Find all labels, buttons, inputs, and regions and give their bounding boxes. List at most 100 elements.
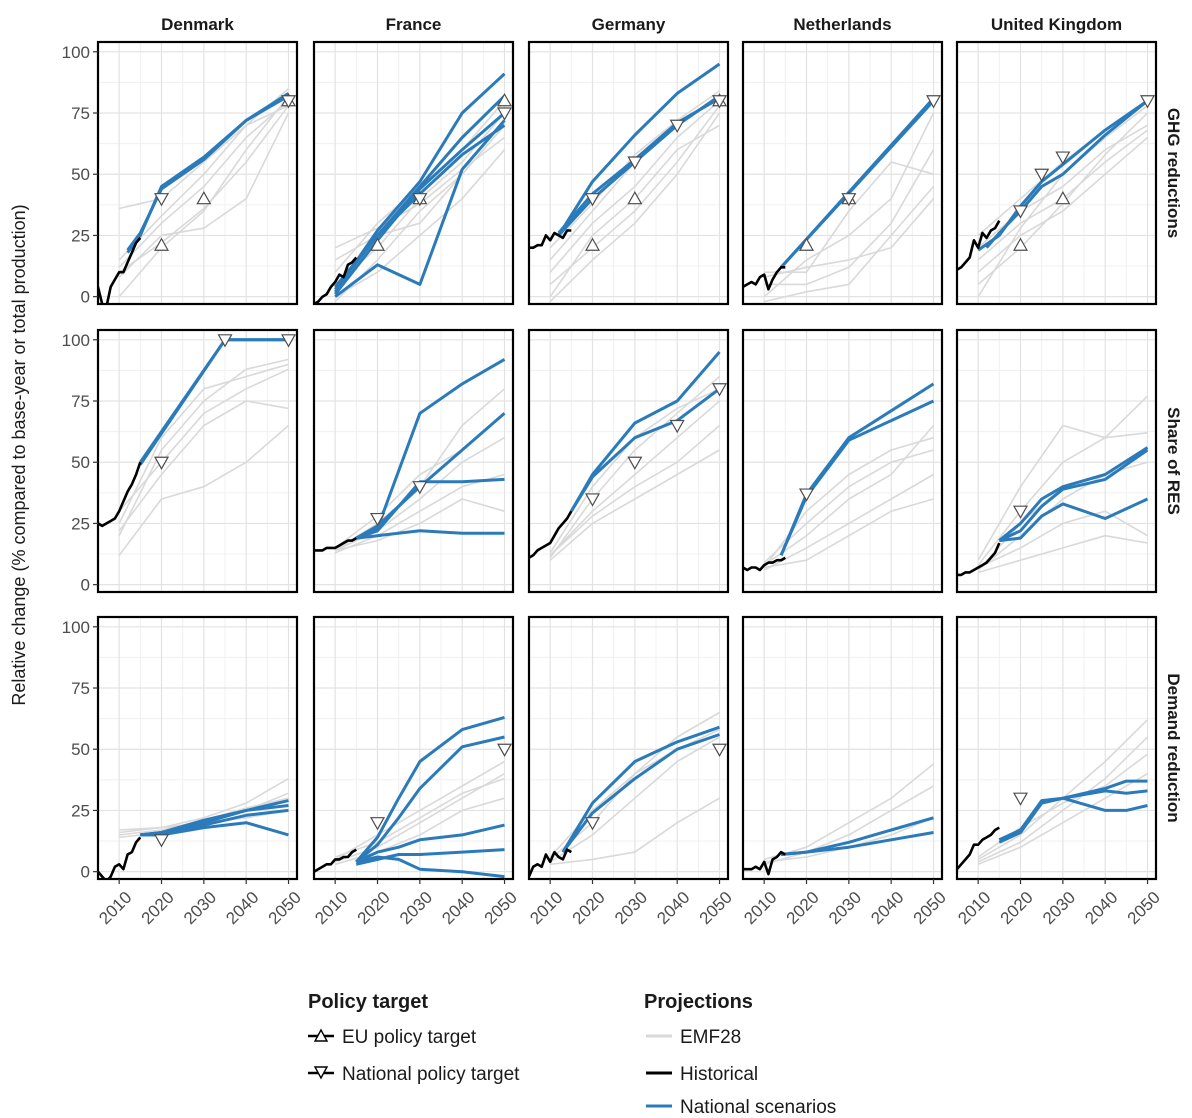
panel-background	[314, 42, 513, 304]
national-scenario-line	[355, 823, 505, 864]
legend-title-policy: Policy target	[308, 991, 428, 1013]
national-scenario-line	[355, 735, 505, 864]
y-tick-label: 25	[71, 801, 90, 820]
column-title-denmark: Denmark	[161, 15, 234, 34]
x-tick-label: 2040	[1081, 888, 1121, 928]
panel-france-ghg-reductions	[312, 40, 515, 306]
row-title-ghg-reductions: GHG reductions	[1164, 108, 1183, 238]
national-scenario-line	[561, 725, 720, 853]
emf28-line	[763, 449, 934, 564]
emf28-line	[118, 368, 289, 512]
x-tick-label: 2030	[1039, 888, 1079, 928]
national-target-marker	[412, 193, 428, 207]
historical-line	[743, 556, 786, 572]
panel-background	[529, 42, 728, 304]
national-target-marker	[712, 743, 728, 757]
national-scenario-line	[355, 715, 505, 863]
panel-border	[527, 40, 730, 306]
legend-label-national-scenarios: National scenarios	[680, 1097, 836, 1118]
panel-germany-ghg-reductions	[527, 40, 730, 306]
emf28-line	[118, 363, 289, 524]
panel-series	[529, 351, 721, 561]
national-scenario-line	[356, 529, 505, 540]
panel-border	[955, 615, 1158, 881]
national-scenario-line	[557, 62, 721, 237]
y-axis-label: Relative change (% compared to base-year…	[9, 204, 29, 705]
historical-line	[743, 850, 786, 876]
x-tick-label: 2040	[653, 888, 693, 928]
national-scenario-line	[998, 448, 1149, 542]
eu-target-marker	[1012, 237, 1029, 251]
y-tick-label: 75	[71, 392, 90, 411]
national-target-marker	[841, 193, 857, 207]
panel-series	[98, 87, 290, 304]
national-target-marker	[669, 119, 685, 133]
column-title-united-kingdom: United Kingdom	[991, 15, 1122, 34]
x-tick-label: 2010	[95, 888, 135, 928]
national-target-marker	[1012, 205, 1029, 219]
panel-border	[96, 615, 299, 881]
national-target-marker	[712, 95, 728, 109]
x-tick-label: 2020	[354, 888, 394, 928]
emf28-line	[763, 785, 934, 866]
emf28-line	[977, 534, 1148, 574]
emf28-line	[549, 736, 720, 863]
historical-line	[98, 836, 142, 879]
panel-denmark-demand-reduction: 0 25 50 75 100 2010 2020 2030 2040 2050	[62, 615, 305, 928]
panel-series	[529, 711, 720, 878]
y-tick-label: 50	[71, 165, 90, 184]
emf28-line	[764, 498, 934, 569]
x-tick-label: 2040	[867, 888, 907, 928]
column-title-france: France	[386, 15, 442, 34]
national-target-marker	[584, 193, 601, 207]
national-target-marker	[153, 193, 170, 207]
national-target-marker	[281, 95, 297, 109]
emf28-line	[549, 105, 721, 286]
national-target-marker	[712, 383, 728, 397]
legend-label-national-target: National policy target	[342, 1064, 520, 1085]
column-title-netherlands: Netherlands	[793, 15, 891, 34]
emf28-line	[764, 161, 934, 274]
panel-background	[98, 330, 297, 592]
panel-border	[741, 615, 944, 881]
national-scenario-line	[570, 387, 721, 512]
panel-denmark-share-of-res: 0 25 50 75 100	[62, 328, 299, 595]
national-target-marker	[412, 481, 428, 495]
column-title-germany: Germany	[592, 15, 666, 34]
emf28-line	[118, 400, 289, 532]
national-scenario-line	[561, 733, 720, 854]
panel-background	[314, 617, 513, 879]
emf28-line	[763, 473, 934, 571]
x-tick-label: 2030	[611, 888, 651, 928]
x-tick-label: 2010	[954, 888, 994, 928]
national-scenario-line	[355, 855, 505, 879]
national-target-marker	[584, 493, 601, 507]
y-tick-label: 100	[62, 618, 90, 637]
historical-line	[529, 848, 572, 878]
legend-label-eu-target: EU policy target	[342, 1027, 477, 1048]
national-target-marker	[1140, 95, 1156, 109]
panel-border	[312, 40, 515, 306]
x-tick-label: 2030	[180, 888, 220, 928]
emf28-line	[977, 395, 1149, 561]
emf28-line	[549, 112, 721, 303]
emf28-line	[977, 736, 1149, 863]
eu-target-marker	[627, 190, 643, 205]
historical-line	[957, 542, 1001, 577]
historical-line	[743, 265, 786, 291]
panel-netherlands-demand-reduction: 2010 2020 2030 2040 2050	[740, 615, 950, 928]
row-title-demand-reduction: Demand reduction	[1164, 673, 1183, 822]
historical-line	[98, 461, 142, 528]
eu-target-marker	[369, 237, 386, 251]
x-tick-label: 2010	[740, 888, 780, 928]
y-tick-label: 0	[81, 863, 90, 882]
historical-line	[314, 256, 358, 304]
eu-target-marker	[584, 237, 601, 251]
emf28-line	[334, 777, 505, 858]
y-tick-label: 25	[71, 514, 90, 533]
emf28-line	[334, 473, 505, 554]
national-target-marker	[926, 95, 942, 109]
panel-border	[741, 40, 944, 306]
emf28-line	[118, 95, 290, 298]
